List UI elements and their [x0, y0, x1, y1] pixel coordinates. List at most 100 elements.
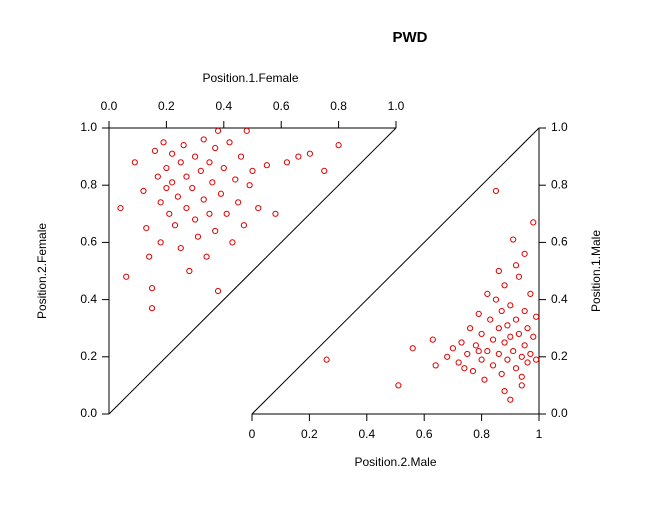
- point: [169, 179, 176, 186]
- point: [432, 362, 439, 369]
- y-tick-label: 0.2: [80, 349, 97, 363]
- point: [409, 345, 416, 352]
- point: [504, 322, 511, 329]
- point: [235, 199, 242, 206]
- point: [501, 339, 508, 346]
- point: [507, 333, 514, 340]
- point: [246, 182, 253, 189]
- point: [484, 290, 491, 297]
- point: [166, 210, 173, 217]
- point: [283, 159, 291, 166]
- point: [151, 147, 159, 154]
- x-tick-label: 0.8: [473, 427, 490, 441]
- point: [467, 325, 474, 332]
- point: [157, 239, 164, 246]
- point: [174, 193, 181, 200]
- point: [249, 167, 256, 174]
- point: [518, 382, 525, 389]
- point: [521, 307, 528, 315]
- point: [518, 353, 525, 360]
- point: [183, 204, 190, 212]
- point: [495, 350, 502, 358]
- point: [464, 350, 471, 358]
- point: [209, 179, 216, 186]
- point: [507, 396, 514, 403]
- point: [492, 296, 500, 303]
- point: [495, 325, 502, 332]
- y-tick-label: 0.0: [551, 406, 568, 420]
- point: [461, 365, 468, 372]
- y-tick-label: 1.0: [80, 120, 97, 134]
- point: [489, 336, 497, 343]
- point: [148, 285, 156, 292]
- point: [487, 316, 494, 323]
- point: [295, 153, 302, 160]
- point: [232, 176, 239, 183]
- point: [475, 347, 482, 355]
- point: [527, 290, 534, 297]
- point: [123, 273, 130, 280]
- x-tick-label: 0.8: [330, 99, 347, 113]
- y-tick-label: 0.4: [551, 292, 568, 306]
- point: [240, 222, 247, 229]
- point: [154, 173, 161, 180]
- point: [527, 350, 534, 358]
- point: [478, 356, 485, 363]
- point: [243, 127, 250, 134]
- point: [163, 164, 170, 172]
- diagonal: [251, 127, 540, 415]
- point: [455, 359, 462, 366]
- y-tick-label: 0.6: [80, 235, 97, 249]
- y-tick-label: 0.2: [551, 349, 568, 363]
- y-tick-label: 1.0: [551, 120, 568, 134]
- point: [214, 287, 222, 295]
- point: [212, 227, 219, 235]
- point: [200, 196, 207, 203]
- point: [510, 236, 517, 243]
- point: [131, 159, 138, 166]
- x-tick-label: 0.0: [101, 99, 118, 113]
- point: [515, 273, 523, 280]
- point: [498, 307, 505, 315]
- point: [183, 173, 190, 180]
- point: [512, 316, 520, 323]
- point: [197, 167, 204, 174]
- y-tick-label: 0.6: [551, 235, 568, 249]
- point: [143, 225, 150, 232]
- point: [512, 262, 520, 269]
- point: [203, 253, 210, 260]
- x-tick-label: 0.2: [301, 427, 318, 441]
- point: [501, 388, 508, 395]
- point: [180, 142, 187, 149]
- y-tick-label: 0.0: [80, 406, 97, 420]
- point: [395, 382, 402, 389]
- point: [521, 342, 528, 349]
- point: [192, 216, 199, 223]
- x-axis-label: Position.1.Female: [202, 71, 298, 85]
- point: [171, 222, 179, 229]
- point: [160, 139, 167, 146]
- x-tick-label: 0: [249, 427, 256, 441]
- point: [272, 210, 279, 217]
- x-tick-label: 1.0: [388, 99, 405, 113]
- point: [217, 190, 225, 197]
- x-tick-label: 0.4: [215, 99, 232, 113]
- point: [504, 356, 511, 363]
- point: [458, 339, 465, 346]
- point: [200, 136, 207, 143]
- point: [177, 159, 184, 166]
- point: [498, 370, 505, 378]
- y-tick-label: 0.4: [80, 292, 97, 306]
- point: [489, 362, 497, 369]
- point: [478, 330, 485, 338]
- x-tick-label: 0.4: [358, 427, 375, 441]
- y-tick-label: 0.8: [80, 177, 97, 191]
- point: [501, 282, 508, 289]
- point: [533, 313, 540, 320]
- x-tick-label: 0.6: [273, 99, 290, 113]
- point: [321, 167, 328, 174]
- x-tick-label: 1: [536, 427, 543, 441]
- point: [521, 250, 528, 257]
- point: [429, 336, 436, 343]
